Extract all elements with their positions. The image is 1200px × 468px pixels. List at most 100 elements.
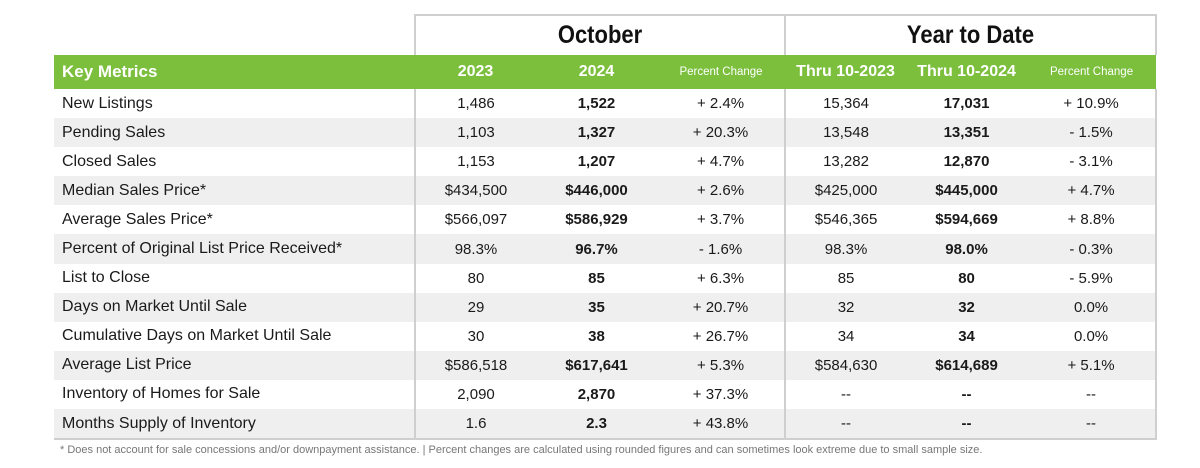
october-2023-value: 1,103 (414, 118, 536, 148)
october-2023-value: 1,486 (414, 89, 536, 119)
ytd-2023-value: 98.3% (784, 234, 907, 264)
group-header-blank (75, 15, 394, 55)
ytd-2023-value: 32 (784, 292, 907, 322)
ytd-2023-value: 85 (784, 263, 907, 293)
table-row: Pending Sales 1,103 1,327 + 20.3% 13,548 13,3… (54, 118, 1158, 148)
october-2023-value: 80 (414, 263, 536, 293)
metrics-table-wrapper: October Year to Date Key Metrics 2023 20… (54, 14, 1158, 441)
ytd-2024-value: 34 (958, 327, 975, 345)
october-percent-change: + 2.4% (696, 95, 745, 113)
metric-label: Average List Price (54, 350, 415, 380)
october-2023-value: 98.3% (414, 234, 536, 264)
table-row: List to Close 80 85 + 6.3% 85 80 - 5.9% (54, 263, 1158, 293)
metric-label: Closed Sales (62, 152, 157, 170)
ytd-2024-value: -- (906, 409, 1028, 441)
ytd-percent-change: + 4.7% (1027, 176, 1158, 206)
october-percent-change: + 43.8% (657, 409, 786, 441)
ytd-2024-value: $614,689 (906, 350, 1028, 380)
table-row: Percent of Original List Price Received*… (54, 234, 1158, 264)
ytd-percent-change: - 0.3% (1027, 234, 1158, 264)
october-percent-change: + 4.7% (696, 153, 745, 171)
table-row: Days on Market Until Sale 29 35 + 20.7% 32 32… (54, 292, 1158, 322)
ytd-2024-value: 12,870 (943, 153, 990, 171)
october-2024-value: $586,929 (565, 211, 628, 229)
metrics-table: October Year to Date Key Metrics 2023 20… (54, 14, 1158, 441)
october-2024-value: 2,870 (577, 385, 616, 403)
metric-label: New Listings (62, 94, 153, 112)
ytd-2023-value: 15,364 (784, 89, 907, 119)
ytd-2024-value: -- (961, 385, 972, 403)
header-2023: 2023 (415, 55, 536, 89)
october-2023-value: $586,518 (414, 350, 536, 380)
october-percent-change: + 26.7% (692, 327, 749, 345)
ytd-percent-change: -- (1027, 379, 1158, 410)
group-header-october: October (436, 14, 763, 55)
table-row: New Listings 1,486 1,522 + 2.4% 15,364 17,031… (54, 89, 1158, 119)
group-header-row: October Year to Date (54, 14, 1156, 55)
ytd-2023-value: $425,000 (784, 176, 907, 206)
ytd-2024-value: 98.0% (906, 234, 1028, 264)
metric-label: List to Close (62, 269, 151, 287)
header-2024: 2024 (536, 55, 657, 89)
ytd-2023-value: $584,630 (784, 350, 907, 380)
metrics-table-body: New Listings 1,486 1,522 + 2.4% 15,364 17,031… (54, 89, 1158, 441)
ytd-2023-value: $546,365 (784, 205, 907, 235)
ytd-2024-value: 13,351 (906, 118, 1028, 148)
october-percent-change: + 2.6% (657, 176, 786, 206)
header-thru-2024: Thru 10-2024 (906, 55, 1028, 89)
ytd-percent-change: + 10.9% (1027, 89, 1158, 119)
group-header-ytd: Year to Date (806, 14, 1135, 55)
header-percent-change-october: Percent Change (657, 55, 786, 89)
october-percent-change: + 5.3% (657, 350, 786, 380)
ytd-2023-value: 34 (784, 321, 907, 351)
ytd-2024-value: $445,000 (906, 176, 1028, 206)
table-row: Months Supply of Inventory 1.6 2.3 + 43.8% -… (54, 409, 1158, 441)
metric-label: Inventory of Homes for Sale (62, 385, 261, 403)
metric-label: Percent of Original List Price Received* (54, 234, 415, 264)
ytd-2024-value: 80 (958, 269, 975, 287)
ytd-percent-change: - 1.5% (1027, 118, 1158, 148)
october-2024-value: 1,207 (577, 153, 616, 171)
october-2023-value: $566,097 (414, 205, 536, 235)
ytd-percent-change: 0.0% (1027, 292, 1158, 322)
metric-label: Pending Sales (54, 118, 415, 148)
october-percent-change: + 37.3% (692, 385, 749, 403)
october-2024-value: 38 (588, 327, 605, 345)
table-row: Average List Price $586,518 $617,641 + 5.3%… (54, 350, 1158, 380)
header-key-metrics: Key Metrics (54, 55, 415, 89)
october-2023-value: 2,090 (414, 379, 536, 410)
october-2024-value: 35 (536, 292, 657, 322)
ytd-percent-change: -- (1027, 409, 1158, 441)
october-2023-value: 1,153 (414, 147, 536, 177)
table-row: Closed Sales 1,153 1,207 + 4.7% 13,282 12,870… (54, 147, 1158, 177)
ytd-2024-value: $594,669 (935, 211, 998, 229)
ytd-percent-change: - 3.1% (1027, 147, 1158, 177)
october-2023-value: 30 (414, 321, 536, 351)
october-2024-value: 96.7% (536, 234, 657, 264)
october-2024-value: 1,522 (577, 95, 616, 113)
ytd-percent-change: + 8.8% (1027, 205, 1158, 235)
october-2023-value: 1.6 (414, 409, 536, 441)
table-row: Average Sales Price* $566,097 $586,929 + 3.… (54, 205, 1158, 235)
table-row: Inventory of Homes for Sale 2,090 2,870 + 3… (54, 379, 1158, 410)
ytd-2024-value: 32 (906, 292, 1028, 322)
ytd-percent-change: - 5.9% (1027, 263, 1158, 293)
metric-label: Average Sales Price* (62, 210, 213, 228)
table-row: Median Sales Price* $434,500 $446,000 + 2.6… (54, 176, 1158, 206)
metric-label: Median Sales Price* (54, 176, 415, 206)
ytd-percent-change: 0.0% (1027, 321, 1158, 351)
metric-label: Cumulative Days on Market Until Sale (62, 327, 332, 345)
october-2024-value: 1,327 (536, 118, 657, 148)
metric-label: Months Supply of Inventory (54, 409, 415, 441)
october-2024-value: 85 (588, 269, 605, 287)
metric-label: Days on Market Until Sale (54, 292, 415, 322)
october-2023-value: 29 (414, 292, 536, 322)
october-percent-change: + 20.3% (657, 118, 786, 148)
october-2024-value: $446,000 (536, 176, 657, 206)
ytd-2023-value: 13,282 (784, 147, 907, 177)
ytd-2024-value: 17,031 (943, 95, 990, 113)
october-2024-value: $617,641 (536, 350, 657, 380)
ytd-percent-change: + 5.1% (1027, 350, 1158, 380)
header-percent-change-ytd: Percent Change (1027, 55, 1157, 89)
october-percent-change: + 20.7% (657, 292, 786, 322)
